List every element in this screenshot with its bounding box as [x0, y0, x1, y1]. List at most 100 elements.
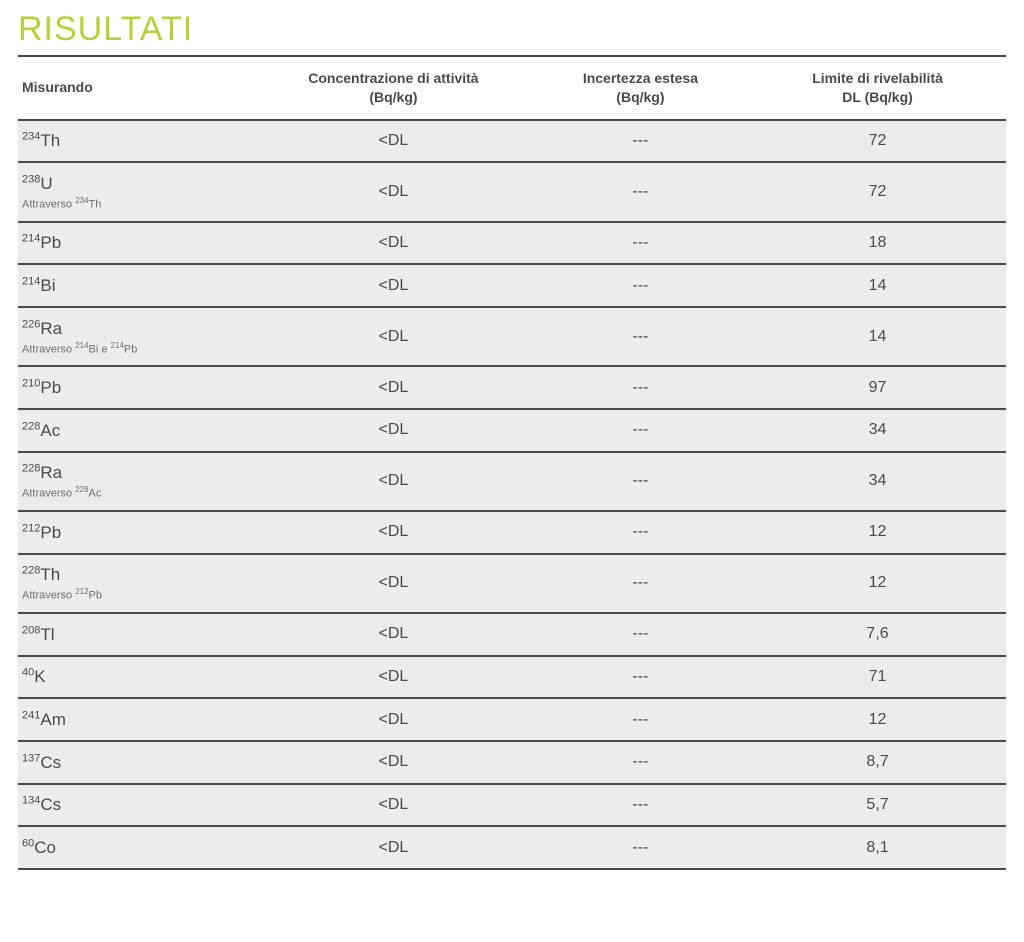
cell-measurand: 214Bi [18, 264, 255, 307]
isotope-label: 226Ra [22, 319, 62, 338]
cell-concentration: <DL [255, 656, 532, 699]
isotope-label: 228Ra [22, 463, 62, 482]
cell-uncertainty: --- [532, 409, 749, 452]
col-unit: (Bq/kg) [369, 89, 417, 105]
cell-detection-limit: 8,1 [749, 826, 1006, 869]
table-row: 214Pb <DL---18 [18, 222, 1006, 265]
cell-uncertainty: --- [532, 307, 749, 366]
section-title: RISULTATI [18, 10, 1006, 49]
cell-measurand: 208Tl [18, 613, 255, 656]
measurand-note: Attraverso 214Bi e 214Pb [22, 341, 247, 356]
cell-detection-limit: 71 [749, 656, 1006, 699]
isotope-label: 214Bi [22, 276, 55, 295]
table-header: Misurando Concentrazione di attività (Bq… [18, 56, 1006, 120]
col-measurand: Misurando [18, 56, 255, 120]
cell-concentration: <DL [255, 222, 532, 265]
isotope-label: 241Am [22, 710, 66, 729]
col-detection-limit: Limite di rivelabilità DL (Bq/kg) [749, 56, 1006, 120]
table-row: 241Am <DL---12 [18, 698, 1006, 741]
cell-detection-limit: 34 [749, 409, 1006, 452]
col-unit: DL (Bq/kg) [842, 89, 913, 105]
cell-measurand: 210Pb [18, 366, 255, 409]
cell-measurand: 234Th [18, 120, 255, 163]
cell-concentration: <DL [255, 366, 532, 409]
isotope-label: 210Pb [22, 378, 61, 397]
isotope-label: 40K [22, 667, 46, 686]
cell-detection-limit: 18 [749, 222, 1006, 265]
cell-measurand: 40K [18, 656, 255, 699]
cell-detection-limit: 12 [749, 698, 1006, 741]
cell-uncertainty: --- [532, 826, 749, 869]
isotope-label: 60Co [22, 838, 56, 857]
cell-uncertainty: --- [532, 162, 749, 221]
table-row: 228ThAttraverso 212Pb<DL---12 [18, 554, 1006, 613]
isotope-label: 134Cs [22, 795, 61, 814]
measurand-note: Attraverso 234Th [22, 196, 247, 211]
table-row: 212Pb<DL---12 [18, 511, 1006, 554]
col-label: Misurando [22, 79, 93, 95]
cell-detection-limit: 8,7 [749, 741, 1006, 784]
cell-measurand: 226Ra Attraverso 214Bi e 214Pb [18, 307, 255, 366]
results-table: Misurando Concentrazione di attività (Bq… [18, 55, 1006, 870]
cell-measurand: 137Cs [18, 741, 255, 784]
cell-detection-limit: 14 [749, 307, 1006, 366]
cell-uncertainty: --- [532, 511, 749, 554]
cell-detection-limit: 72 [749, 162, 1006, 221]
cell-measurand: 60Co [18, 826, 255, 869]
cell-concentration: <DL [255, 698, 532, 741]
cell-uncertainty: --- [532, 613, 749, 656]
cell-concentration: <DL [255, 613, 532, 656]
cell-uncertainty: --- [532, 741, 749, 784]
table-row: 208Tl<DL---7,6 [18, 613, 1006, 656]
isotope-label: 228Th [22, 565, 60, 584]
cell-concentration: <DL [255, 162, 532, 221]
cell-detection-limit: 5,7 [749, 784, 1006, 827]
table-row: 228Ac<DL---34 [18, 409, 1006, 452]
cell-detection-limit: 12 [749, 554, 1006, 613]
table-row: 210Pb<DL---97 [18, 366, 1006, 409]
col-label: Incertezza estesa [583, 70, 698, 86]
cell-measurand: 214Pb [18, 222, 255, 265]
measurand-note: Attraverso 212Pb [22, 587, 247, 602]
cell-measurand: 228Th Attraverso 212Pb [18, 554, 255, 613]
cell-uncertainty: --- [532, 656, 749, 699]
cell-uncertainty: --- [532, 784, 749, 827]
cell-concentration: <DL [255, 264, 532, 307]
cell-detection-limit: 97 [749, 366, 1006, 409]
cell-measurand: 134Cs [18, 784, 255, 827]
isotope-label: 214Pb [22, 233, 61, 252]
table-row: 226Ra Attraverso 214Bi e 214Pb <DL---14 [18, 307, 1006, 366]
cell-concentration: <DL [255, 554, 532, 613]
cell-concentration: <DL [255, 826, 532, 869]
cell-detection-limit: 14 [749, 264, 1006, 307]
cell-concentration: <DL [255, 784, 532, 827]
cell-detection-limit: 7,6 [749, 613, 1006, 656]
cell-measurand: 241Am [18, 698, 255, 741]
cell-concentration: <DL [255, 307, 532, 366]
cell-concentration: <DL [255, 511, 532, 554]
cell-concentration: <DL [255, 741, 532, 784]
col-concentration: Concentrazione di attività (Bq/kg) [255, 56, 532, 120]
cell-concentration: <DL [255, 452, 532, 511]
table-row: 228Ra Attraverso 228Ac <DL---34 [18, 452, 1006, 511]
table-row: 234Th<DL---72 [18, 120, 1006, 163]
cell-uncertainty: --- [532, 452, 749, 511]
col-label: Limite di rivelabilità [812, 70, 943, 86]
cell-detection-limit: 34 [749, 452, 1006, 511]
table-row: 238UAttraverso 234Th<DL---72 [18, 162, 1006, 221]
table-body: 234Th<DL---72238UAttraverso 234Th<DL---7… [18, 120, 1006, 869]
results-section: RISULTATI Misurando Concentrazione di at… [0, 0, 1024, 890]
table-row: 137Cs <DL---8,7 [18, 741, 1006, 784]
cell-concentration: <DL [255, 120, 532, 163]
cell-uncertainty: --- [532, 264, 749, 307]
isotope-label: 137Cs [22, 753, 61, 772]
cell-uncertainty: --- [532, 698, 749, 741]
cell-concentration: <DL [255, 409, 532, 452]
measurand-note: Attraverso 228Ac [22, 485, 247, 500]
isotope-label: 234Th [22, 131, 60, 150]
cell-detection-limit: 72 [749, 120, 1006, 163]
cell-uncertainty: --- [532, 222, 749, 265]
table-row: 60Co <DL---8,1 [18, 826, 1006, 869]
cell-measurand: 212Pb [18, 511, 255, 554]
cell-measurand: 228Ac [18, 409, 255, 452]
